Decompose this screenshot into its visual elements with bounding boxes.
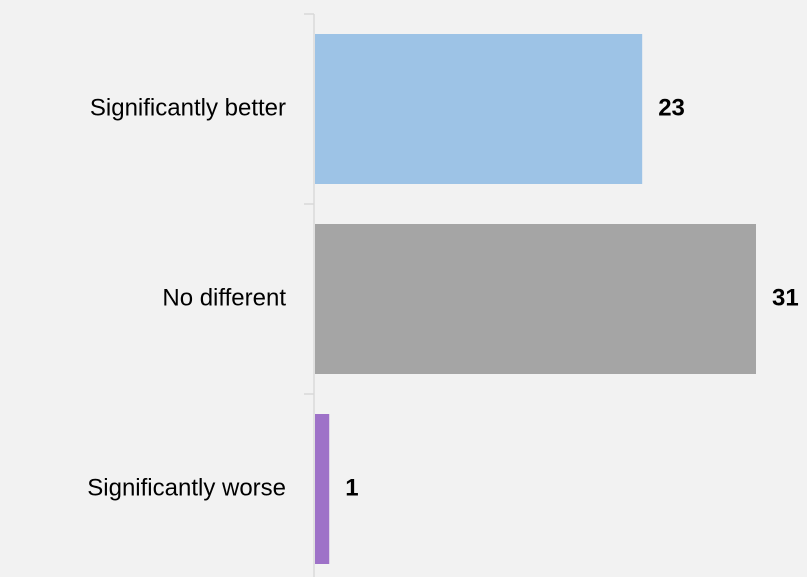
bars-layer (315, 34, 756, 564)
data-label: 23 (658, 94, 685, 121)
labels-layer: Significantly better 23 No different 31 Sign… (87, 94, 798, 501)
category-label: Significantly worse (87, 474, 286, 501)
category-label: No different (162, 284, 286, 311)
bar-significantly-worse (315, 414, 330, 564)
bar-no-different (315, 224, 756, 374)
bar-significantly-better (315, 34, 643, 184)
category-label: Significantly better (90, 94, 286, 121)
data-label: 1 (345, 474, 358, 501)
data-label: 31 (772, 284, 799, 311)
